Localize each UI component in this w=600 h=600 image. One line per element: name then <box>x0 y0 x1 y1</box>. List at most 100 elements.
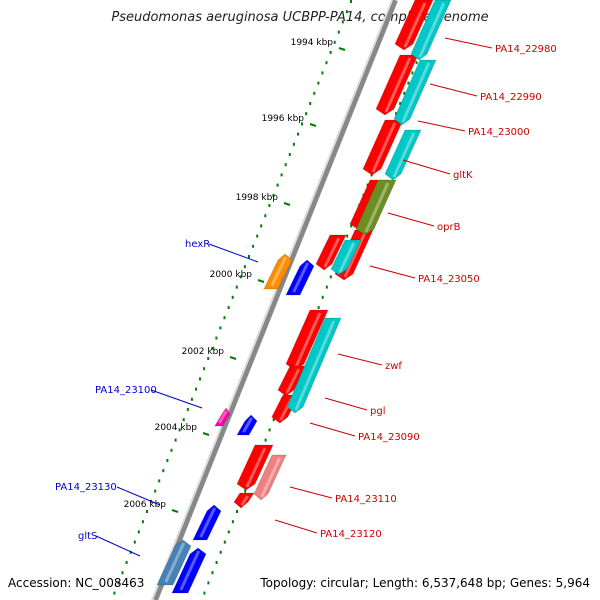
guide-dot <box>313 91 316 95</box>
ruler-tick-label: 1994 kbp <box>291 38 334 48</box>
magenta-gene-block[interactable] <box>213 407 231 427</box>
rna-cyan-block-shade <box>418 2 446 58</box>
rna-cyan-block[interactable] <box>286 317 342 414</box>
guide-dot <box>329 275 332 279</box>
guide-dot <box>268 204 271 207</box>
guide-dot <box>137 530 140 534</box>
gene-label-leader <box>337 353 383 366</box>
gene-label-pa14_22980[interactable]: PA14_22980 <box>495 44 557 55</box>
steelblue-gene-block[interactable] <box>156 539 192 586</box>
guide-dot <box>407 81 410 85</box>
guide-dot <box>341 20 344 24</box>
orange-gene-block[interactable] <box>263 253 293 290</box>
forward-gene-block[interactable] <box>192 504 222 541</box>
gene-label-leader <box>369 265 416 279</box>
forward-gene-block-shade <box>199 507 217 538</box>
gene-label-pa14_23090[interactable]: PA14_23090 <box>358 432 420 443</box>
gene-label-pa14_23130[interactable]: PA14_23130 <box>55 482 117 493</box>
guide-dot <box>252 244 255 248</box>
forward-gene-block[interactable] <box>285 259 315 296</box>
guide-dot <box>170 448 173 452</box>
rna-cyan-block[interactable] <box>330 239 362 276</box>
guide-dot <box>162 469 165 473</box>
rna-cyan-block[interactable] <box>393 59 437 126</box>
forward-gene-block[interactable] <box>171 547 207 594</box>
guide-dot <box>211 571 214 575</box>
cds-red-block[interactable] <box>277 365 307 397</box>
gene-label-pa14_23000[interactable]: PA14_23000 <box>468 127 530 138</box>
guide-dot <box>207 581 210 585</box>
cds-red-block[interactable] <box>233 492 255 509</box>
rna-cyan-block-shade <box>294 320 336 411</box>
guide-dot <box>284 163 287 167</box>
accession-text: Accession: NC_008463 <box>8 576 145 590</box>
rna-cyan-block[interactable] <box>410 0 452 61</box>
guide-dot <box>264 214 267 218</box>
cds-red-block[interactable] <box>394 0 434 51</box>
guide-dot <box>248 255 250 258</box>
guide-dot <box>190 397 193 401</box>
cds-red-block-shade <box>343 232 367 278</box>
guide-dot <box>244 489 247 493</box>
gene-label-pa14_23110[interactable]: PA14_23110 <box>335 494 397 505</box>
guide-dot <box>345 10 348 14</box>
gene-label-leader <box>116 486 161 506</box>
gene-label-glts[interactable]: gltS <box>78 531 97 542</box>
guide-dot <box>231 295 234 299</box>
cds-red-block[interactable] <box>315 234 347 271</box>
guide-dot <box>309 102 312 105</box>
gene-label-zwf[interactable]: zwf <box>385 361 402 372</box>
guide-dot <box>239 275 242 279</box>
guide-dot <box>199 377 201 381</box>
genome-backbone-highlight <box>151 0 393 600</box>
gene-label-leader <box>387 212 435 227</box>
forward-gene-block-shade <box>242 417 253 433</box>
gene-label-hexr[interactable]: hexR <box>185 239 210 250</box>
cds-red-block[interactable] <box>236 444 274 491</box>
cds-red-block-shade <box>403 2 427 48</box>
gene-label-leader <box>95 535 141 557</box>
gene-label-pa14_22990[interactable]: PA14_22990 <box>480 92 542 103</box>
guide-dot <box>288 153 291 156</box>
guide-dot <box>350 0 352 3</box>
cds-pink-block[interactable] <box>253 454 287 501</box>
guide-dot <box>235 285 238 289</box>
genome-title: Pseudomonas aeruginosa UCBPP-PA14, compl… <box>111 10 489 25</box>
guide-dot <box>264 438 267 442</box>
guide-dot <box>301 122 303 126</box>
gene-label-leader <box>324 397 368 411</box>
guide-dot <box>203 367 206 371</box>
cds-red-block-shade <box>371 122 397 173</box>
guide-dot <box>182 418 185 422</box>
gene-label-leader <box>429 83 478 97</box>
gene-label-pa14_23100[interactable]: PA14_23100 <box>95 385 157 396</box>
gene-label-gltk[interactable]: gltK <box>453 170 473 181</box>
gene-label-leader <box>150 389 203 409</box>
guide-dot <box>370 173 373 177</box>
cds-red-block-shade <box>384 57 412 113</box>
ruler-tick <box>283 202 291 206</box>
guide-dot <box>141 520 144 524</box>
oprB-feature-block[interactable] <box>355 179 397 236</box>
guide-dot <box>223 540 226 544</box>
gene-label-oprb[interactable]: oprB <box>437 222 461 233</box>
guide-dot <box>117 581 120 585</box>
rna-cyan-block[interactable] <box>384 129 422 181</box>
cds-pink-block-shade <box>260 457 282 498</box>
gene-label-pgl[interactable]: pgl <box>370 406 385 417</box>
guide-dot <box>321 71 324 75</box>
guide-dot <box>333 40 336 44</box>
guide-dot <box>366 183 369 187</box>
guide-dot <box>133 540 136 544</box>
guide-dot <box>154 489 157 493</box>
gene-labels[interactable]: PA14_22980 PA14_22990 PA14_23000 gltK oprB PA… <box>55 37 557 557</box>
gene-label-leader <box>417 120 466 132</box>
forward-gene-block[interactable] <box>236 414 258 436</box>
gene-label-pa14_23050[interactable]: PA14_23050 <box>418 274 480 285</box>
guide-dot <box>121 571 124 575</box>
gene-features[interactable] <box>156 0 452 594</box>
guide-dot <box>305 112 308 116</box>
gene-label-pa14_23120[interactable]: PA14_23120 <box>320 529 382 540</box>
rna-cyan-block-shade <box>392 132 416 178</box>
